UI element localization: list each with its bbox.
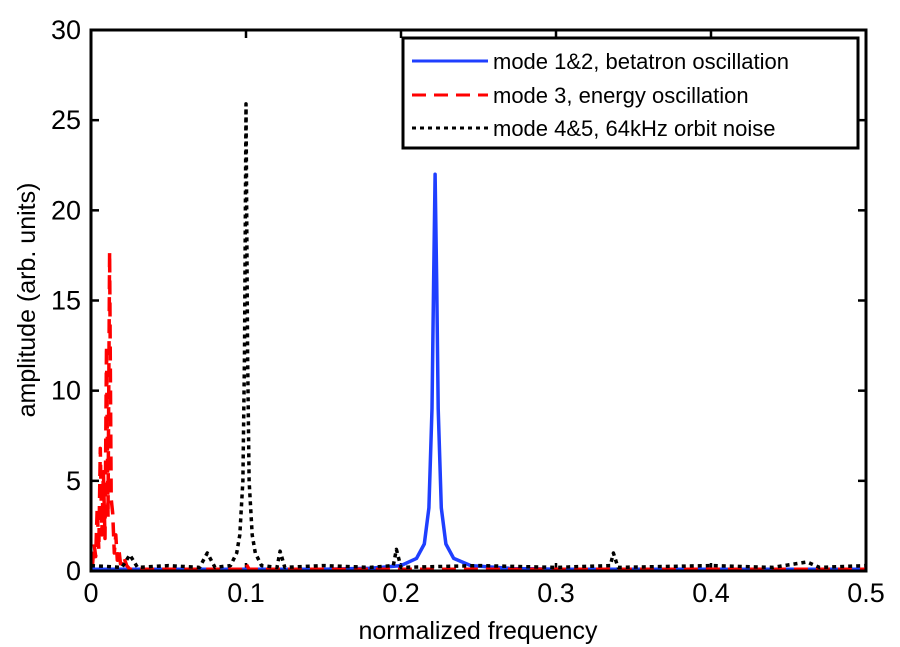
y-tick-label: 30 <box>51 15 81 45</box>
x-tick-label: 0 <box>83 578 98 608</box>
plot-frame <box>89 28 868 573</box>
y-tick-label: 20 <box>51 195 81 225</box>
y-tick-label: 25 <box>51 105 81 135</box>
x-tick-label: 0.5 <box>847 578 885 608</box>
y-tick-label: 15 <box>51 286 81 316</box>
x-axis-label: normalized frequency <box>358 617 598 645</box>
series-line-1 <box>90 250 866 571</box>
x-tick-label: 0.4 <box>692 578 730 608</box>
x-tick-label: 0.3 <box>537 578 575 608</box>
y-tick-label: 10 <box>51 376 81 406</box>
y-tick-label: 5 <box>66 466 81 496</box>
y-axis-label: amplitude (arb. units) <box>13 183 41 418</box>
legend-label-series-2: mode 4&5, 64kHz orbit noise <box>493 116 776 141</box>
y-tick-label: 0 <box>66 556 81 586</box>
legend: mode 1&2, betatron oscillation mode 3, e… <box>401 36 860 150</box>
x-tick-label: 0.2 <box>382 578 420 608</box>
legend-label-series-1: mode 3, energy oscillation <box>493 83 749 108</box>
legend-label-series-0: mode 1&2, betatron oscillation <box>493 49 789 74</box>
series-layer <box>90 102 867 571</box>
legend-box <box>401 36 860 150</box>
x-tick-label: 0.1 <box>227 578 265 608</box>
series-line-2 <box>90 102 867 570</box>
